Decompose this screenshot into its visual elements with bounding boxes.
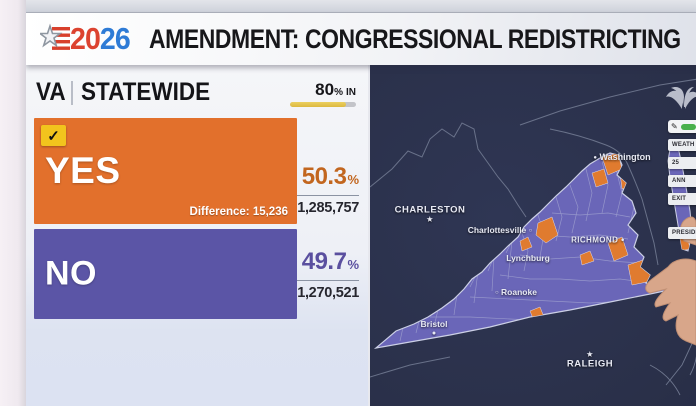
no-bar: NO bbox=[34, 229, 297, 319]
city-circle-icon: ○ bbox=[528, 228, 533, 235]
state-scope-divider bbox=[70, 81, 73, 105]
result-row-yes: ✓ YES Difference: 15,236 50.3 % 1,285,75… bbox=[34, 118, 362, 224]
city-circle-icon: ○ bbox=[495, 290, 499, 297]
yes-percentage: 50.3 bbox=[301, 163, 347, 190]
reporting-indicator: 80 % IN bbox=[288, 80, 360, 107]
vote-difference: Difference: 15,236 bbox=[189, 206, 288, 218]
yes-stats: 50.3 % 1,285,757 bbox=[297, 118, 362, 224]
city-label-richmond: RICHMOND ● bbox=[571, 235, 625, 245]
neighbor-state-borders bbox=[370, 78, 696, 378]
yes-stats-divider bbox=[297, 195, 359, 196]
yes-bar: ✓ YES Difference: 15,236 bbox=[34, 118, 297, 224]
nbc-peacock-icon bbox=[666, 87, 696, 109]
no-percent-sign: % bbox=[347, 256, 359, 272]
side-button-exit[interactable]: EXIT bbox=[668, 193, 696, 205]
photo-edge bbox=[0, 0, 26, 406]
no-percentage: 49.7 bbox=[301, 247, 347, 275]
reporting-percent-sign: % bbox=[334, 87, 343, 98]
city-label-charlottesville: Charlottesville ○ bbox=[467, 225, 533, 236]
logo-year-first: 20 bbox=[70, 21, 101, 56]
toggle-on-indicator bbox=[680, 123, 696, 130]
state-label: VA bbox=[36, 78, 66, 106]
election-2026-logo: 20 26 bbox=[40, 21, 135, 57]
logo-year-second: 26 bbox=[99, 21, 131, 56]
pencil-icon: ✎ bbox=[671, 121, 678, 131]
city-label-lynchburg: Lynchburg bbox=[506, 253, 550, 264]
page-title: AMENDMENT: CONGRESSIONAL REDISTRICTING bbox=[148, 23, 681, 54]
screen-top-bezel bbox=[26, 0, 696, 13]
side-button-25[interactable]: 25 bbox=[668, 157, 696, 169]
city-dot-icon: ● bbox=[593, 154, 597, 161]
reporting-percent: 80 bbox=[315, 80, 335, 99]
reporting-progress-fill bbox=[290, 102, 347, 107]
results-map[interactable]: CHARLESTON ★ ● Washington Charlottesvill… bbox=[368, 65, 696, 406]
no-vote-count: 1,270,521 bbox=[297, 284, 359, 301]
city-label-roanoke: ○ Roanoke bbox=[495, 287, 537, 298]
city-dot-icon: ● bbox=[431, 329, 437, 337]
city-label-raleigh: ★ RALEIGH bbox=[566, 351, 614, 370]
winner-check-icon: ✓ bbox=[41, 125, 66, 146]
logo-year: 20 26 bbox=[70, 21, 131, 57]
side-button-president[interactable]: PRESIDE bbox=[668, 227, 696, 239]
city-label-charleston: CHARLESTON ★ bbox=[394, 204, 466, 224]
yes-vote-count: 1,285,757 bbox=[297, 200, 359, 216]
yes-percent-sign: % bbox=[347, 172, 359, 187]
virginia-county-map bbox=[370, 78, 696, 396]
annotate-toggle[interactable]: ✎ bbox=[668, 120, 696, 133]
header-bar: 20 26 AMENDMENT: CONGRESSIONAL REDISTRIC… bbox=[26, 13, 696, 65]
reporting-progress-track bbox=[290, 102, 356, 107]
capital-star-icon: ★ bbox=[426, 216, 434, 224]
no-stats: 49.7 % 1,270,521 bbox=[297, 229, 362, 319]
scope-label: STATEWIDE bbox=[80, 78, 211, 106]
yes-option-label: YES bbox=[45, 150, 121, 191]
city-label-washington: ● Washington bbox=[593, 151, 651, 162]
results-panel: VA STATEWIDE 80 % IN ✓ YES bbox=[26, 65, 368, 406]
touchscreen-side-controls: ✎ WEATH 25 ANN EXIT PRESIDE bbox=[656, 85, 696, 239]
side-button-ann[interactable]: ANN bbox=[668, 175, 696, 187]
reporting-suffix: IN bbox=[346, 87, 356, 98]
no-option-label: NO bbox=[45, 254, 97, 293]
capital-star-icon: ★ bbox=[586, 351, 594, 359]
no-stats-divider bbox=[297, 279, 359, 281]
side-button-weather[interactable]: WEATH bbox=[668, 139, 696, 151]
city-dot-icon: ● bbox=[620, 237, 625, 244]
city-label-bristol: Bristol ● bbox=[420, 319, 448, 337]
results-panel-header: VA STATEWIDE 80 % IN bbox=[34, 71, 362, 113]
result-row-no: NO 49.7 % 1,270,521 bbox=[34, 229, 362, 319]
flag-star-icon bbox=[40, 23, 70, 50]
